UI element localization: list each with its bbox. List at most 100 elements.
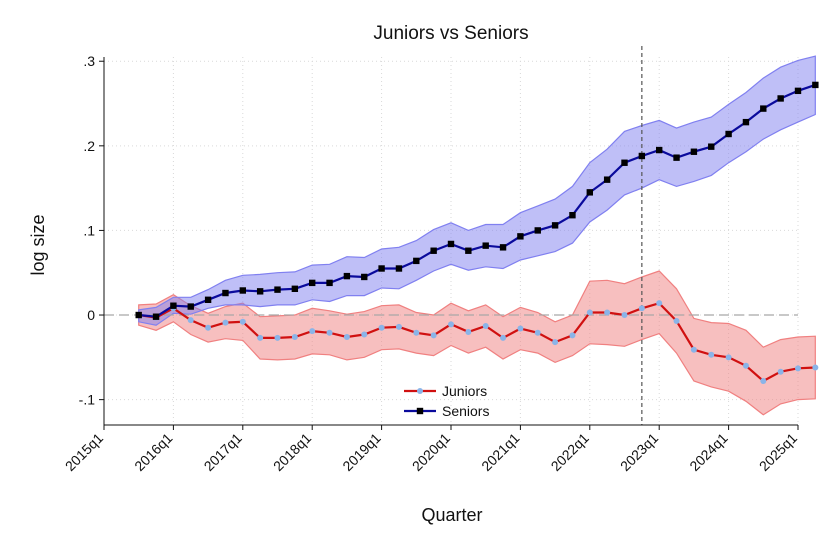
juniors-point: [517, 325, 524, 332]
seniors-point: [656, 146, 663, 154]
juniors-point: [586, 309, 593, 316]
juniors-point: [222, 319, 229, 326]
seniors-point: [534, 227, 541, 234]
seniors-point: [430, 247, 437, 254]
seniors-point: [499, 244, 507, 251]
seniors-point: [204, 296, 212, 303]
juniors-point: [638, 305, 645, 312]
x-tick-label: 2023q1: [617, 430, 661, 474]
juniors-point: [656, 300, 663, 307]
juniors-point: [326, 329, 333, 336]
reference-lines: [104, 46, 798, 425]
seniors-point: [413, 257, 420, 265]
series-markers: [135, 81, 819, 385]
seniors-point: [152, 313, 160, 320]
juniors-point: [673, 317, 680, 324]
seniors-point: [135, 311, 142, 319]
legend-swatch-marker: [416, 407, 424, 415]
juniors-point: [708, 351, 715, 358]
y-axis-title: log size: [28, 214, 48, 275]
juniors-point: [239, 318, 246, 325]
seniors-point: [603, 176, 611, 183]
seniors-point: [777, 95, 784, 102]
juniors-point: [274, 334, 281, 341]
seniors-point: [812, 81, 819, 89]
seniors-point: [621, 159, 628, 166]
seniors-point: [569, 211, 576, 219]
juniors-point: [569, 332, 576, 339]
juniors-point: [413, 329, 420, 336]
juniors-point: [812, 364, 819, 371]
seniors-point: [638, 152, 646, 160]
x-tick-label: 2024q1: [686, 430, 730, 474]
seniors-point: [690, 148, 698, 155]
x-tick-label: 2021q1: [478, 430, 522, 474]
juniors-point: [690, 346, 697, 353]
seniors-point: [291, 285, 299, 292]
legend-swatch-marker: [417, 388, 423, 394]
seniors-point: [482, 242, 489, 249]
seniors-point: [517, 233, 524, 240]
legend: Juniors Seniors: [404, 383, 489, 419]
seniors-point: [239, 287, 246, 294]
x-tick-label: 2018q1: [270, 430, 314, 474]
juniors-point: [760, 378, 767, 385]
juniors-point: [465, 328, 472, 335]
seniors-point: [551, 222, 559, 229]
seniors-point: [361, 273, 368, 281]
seniors-point: [256, 288, 264, 295]
seniors-point: [725, 130, 732, 138]
x-tick-label: 2025q1: [756, 430, 800, 474]
juniors-point: [742, 362, 749, 369]
seniors-point: [326, 279, 333, 287]
seniors-point: [465, 247, 472, 254]
seniors-point: [222, 289, 229, 297]
series-lines: [138, 83, 816, 383]
juniors-point: [257, 334, 264, 341]
juniors-point: [187, 317, 194, 324]
seniors-confidence-band: [138, 55, 816, 326]
y-tick-label: -.1: [79, 392, 96, 408]
x-tick-label: 2022q1: [548, 430, 592, 474]
juniors-point: [604, 309, 611, 316]
juniors-point: [378, 324, 385, 331]
y-tick-label: .1: [83, 222, 95, 238]
y-tick-label: 0: [87, 307, 95, 323]
seniors-point: [395, 265, 403, 272]
juniors-point: [500, 334, 507, 341]
juniors-point: [395, 323, 402, 330]
seniors-point: [170, 302, 177, 309]
seniors-point: [343, 272, 351, 280]
juniors-point: [552, 339, 559, 346]
x-axis-title: Quarter: [421, 505, 482, 525]
x-tick-label: 2020q1: [409, 430, 453, 474]
seniors-point: [760, 105, 767, 112]
seniors-point: [708, 143, 715, 150]
juniors-point: [291, 334, 298, 341]
juniors-point: [795, 365, 801, 372]
juniors-point: [205, 324, 212, 331]
seniors-point: [586, 189, 593, 196]
seniors-point: [673, 154, 680, 161]
x-tick-label: 2017q1: [201, 430, 245, 474]
legend-item-seniors: Seniors: [404, 403, 489, 419]
x-tick-label: 2015q1: [62, 430, 106, 474]
juniors-point: [777, 368, 784, 375]
seniors-point: [309, 279, 316, 287]
juniors-point: [482, 323, 489, 330]
y-tick-label: .3: [83, 53, 95, 69]
juniors-point: [725, 354, 732, 361]
seniors-point: [378, 265, 385, 272]
juniors-point: [621, 312, 628, 319]
juniors-point: [361, 331, 368, 338]
juniors-point: [430, 332, 437, 339]
legend-label: Juniors: [442, 383, 487, 399]
seniors-point: [794, 87, 802, 95]
seniors-point: [742, 118, 750, 126]
seniors-point: [187, 303, 194, 310]
juniors-point: [343, 334, 350, 341]
juniors-point: [448, 321, 454, 328]
confidence-bands: [138, 55, 816, 416]
